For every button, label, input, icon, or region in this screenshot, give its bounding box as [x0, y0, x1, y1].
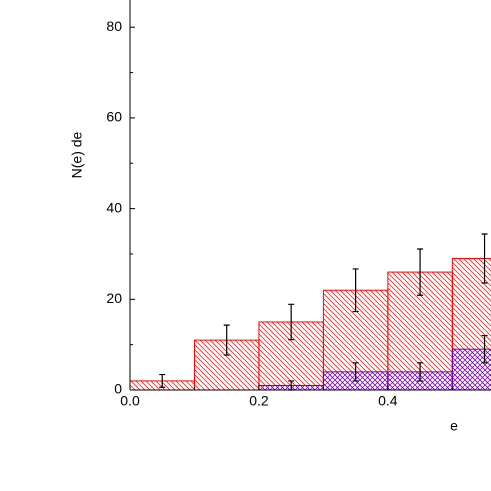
error-bar	[352, 362, 359, 382]
error-bar	[417, 248, 424, 296]
error-bar	[481, 334, 488, 364]
y-tick-label: 0	[114, 381, 122, 397]
plot-area	[130, 233, 491, 391]
x-tick-label: 0.4	[378, 393, 398, 409]
x-tick-label: 0.0	[120, 393, 140, 409]
histogram-bar	[451, 348, 491, 391]
error-bar	[417, 362, 424, 382]
x-tick-label: 0.2	[249, 393, 269, 409]
error-bar	[288, 303, 295, 341]
y-axis-label: N(e) de	[69, 131, 85, 178]
y-tick-label: 60	[106, 109, 122, 125]
error-bar	[159, 373, 166, 388]
error-bar	[223, 324, 230, 356]
y-tick-label: 20	[106, 290, 122, 306]
y-tick-label: 80	[106, 18, 122, 34]
error-bar	[481, 233, 488, 284]
error-bar	[352, 268, 359, 313]
x-axis-label: e	[450, 418, 458, 434]
y-tick-label: 40	[106, 199, 122, 215]
